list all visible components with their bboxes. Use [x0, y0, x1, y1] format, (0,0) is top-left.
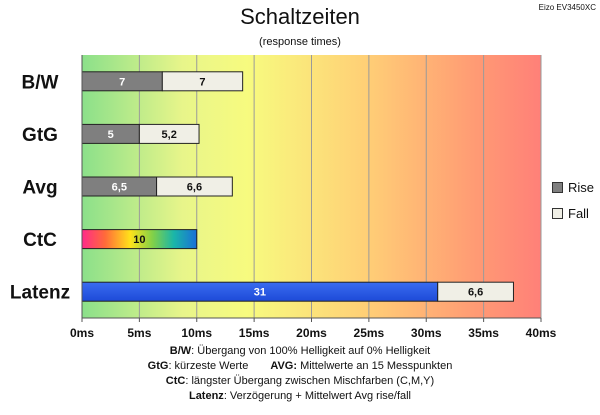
note-text-bw: : Übergang von 100% Helligkeit auf 0% He…	[191, 345, 431, 357]
bar-label-fall: 6,6	[187, 182, 202, 194]
note-line-2: GtG: kürzeste Werte AVG: Mittelwerte an 1…	[0, 359, 600, 374]
note-key-latenz: Latenz	[188, 390, 224, 402]
x-tick-label: 10ms	[181, 326, 212, 340]
x-tick-label: 20ms	[296, 326, 327, 340]
bar-label-rise: 10	[133, 234, 145, 246]
note-key-bw: B/W	[169, 345, 192, 357]
note-line-1: B/W: Übergang von 100% Helligkeit auf 0%…	[0, 344, 600, 359]
bar-label-rise: 5	[108, 129, 114, 141]
bar-label-rise: 6,5	[112, 182, 127, 194]
legend-item-rise: Rise	[552, 179, 595, 195]
x-tick-label: 30ms	[411, 326, 442, 340]
bar-label-rise: 31	[254, 287, 266, 299]
bar-fall	[437, 281, 514, 302]
note-key-ctc: CtC	[165, 375, 186, 387]
y-category-label: Latenz	[10, 283, 70, 304]
legend: Rise Fall	[552, 180, 594, 232]
bar-label-fall: 6,6	[468, 287, 483, 299]
x-tick-label: 5ms	[127, 326, 151, 340]
note-line-3: CtC: längster Übergang zwischen Mischfar…	[0, 374, 600, 389]
legend-label-fall: Fall	[568, 205, 589, 221]
bar-fall	[161, 71, 244, 92]
monitor-label: Eizo EV3450XC	[538, 3, 596, 12]
note-text-avg: Mittelwerte an 15 Messpunkten	[297, 360, 453, 372]
legend-label-rise: Rise	[568, 179, 595, 195]
bar-fall	[138, 123, 200, 144]
legend-swatch-rise	[552, 181, 563, 193]
note-text-ctc: : längster Übergang zwischen Mischfarben…	[185, 375, 435, 387]
x-tick-label: 35ms	[468, 326, 499, 340]
note-text-gtg: : kürzeste Werte	[168, 360, 249, 372]
legend-item-fall: Fall	[552, 205, 594, 221]
chart-subtitle: (response times)	[259, 36, 341, 48]
note-line-4: Latenz: Verzögerung + Mittelwert Avg ris…	[0, 389, 600, 404]
x-tick-label: 15ms	[239, 326, 270, 340]
x-tick-label: 0ms	[70, 326, 94, 340]
note-text-latenz: : Verzögerung + Mittelwert Avg rise/fall	[223, 390, 412, 402]
note-key-gtg: GtG	[147, 360, 169, 372]
note-key-avg: AVG:	[270, 360, 298, 372]
bar-label-fall: 5,2	[162, 129, 177, 141]
legend-swatch-fall	[552, 207, 563, 219]
y-category-label: B/W	[22, 72, 59, 93]
bar-fall	[156, 176, 233, 197]
y-category-label: CtC	[23, 230, 57, 251]
notes: B/W: Übergang von 100% Helligkeit auf 0%…	[0, 344, 600, 404]
bar-label-fall: 7	[199, 76, 205, 88]
x-tick-label: 25ms	[354, 326, 385, 340]
chart-title: Schaltzeiten	[240, 4, 360, 29]
bar-label-rise: 7	[119, 76, 125, 88]
y-category-label: GtG	[22, 125, 58, 146]
x-tick-label: 40ms	[526, 326, 557, 340]
y-category-label: Avg	[22, 178, 57, 199]
